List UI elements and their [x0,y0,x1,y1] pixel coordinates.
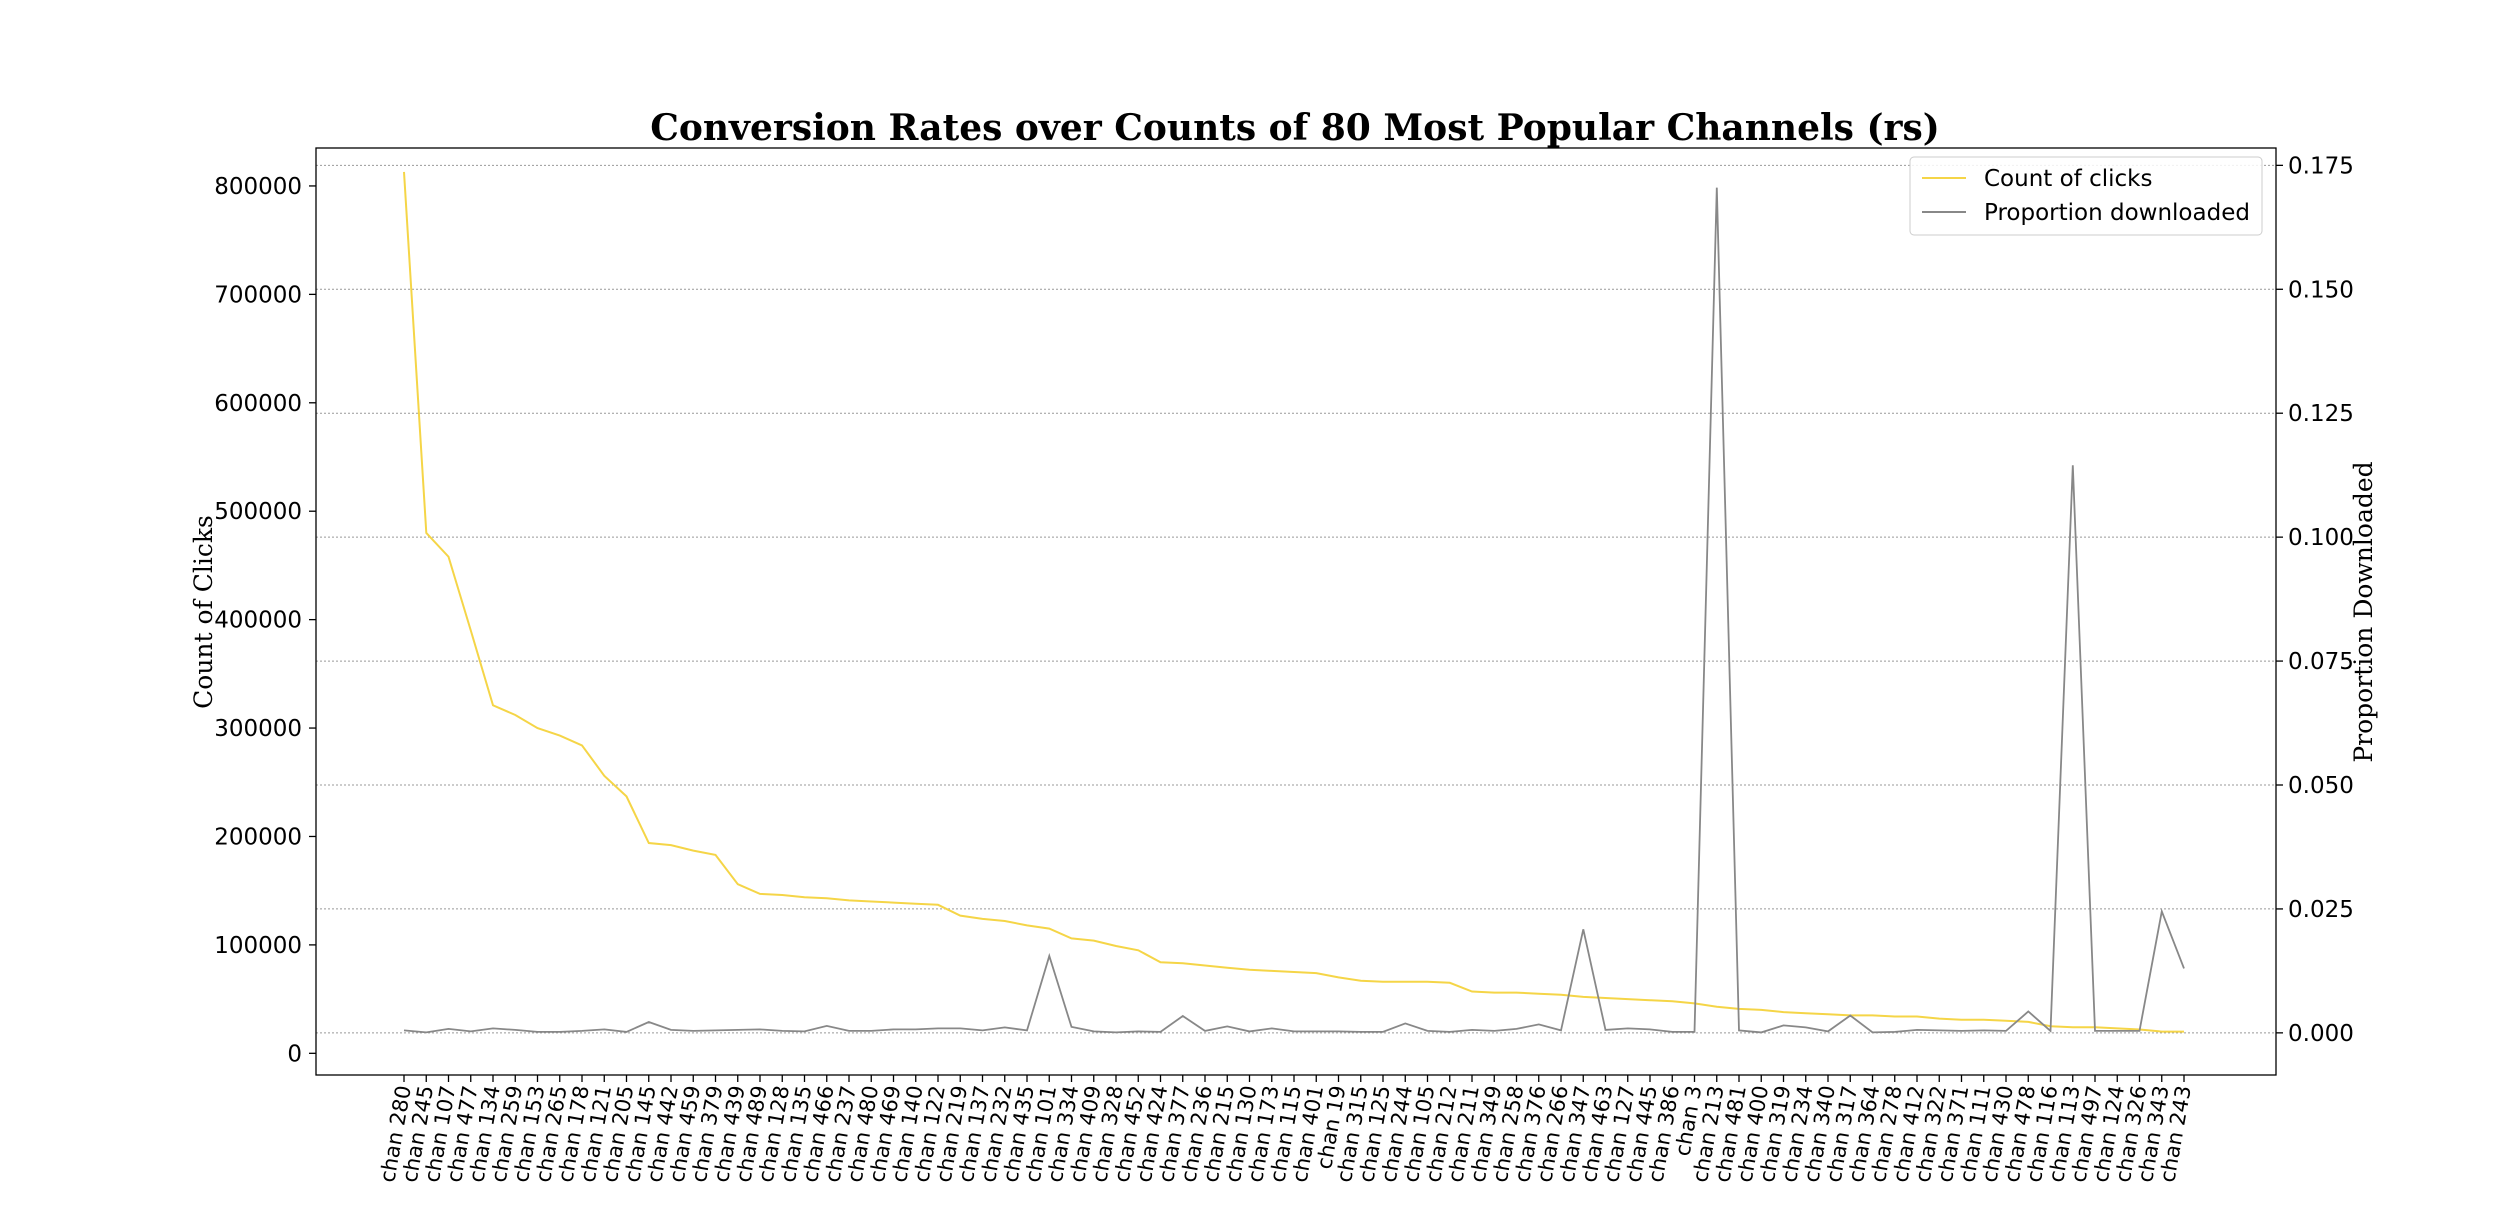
left-axis-ticks: 0 100000 200000 300000 400000 500000 600000 700… [214,174,316,1067]
y2-tick-label: 0.100 [2288,525,2354,551]
y-tick-label: 100000 [214,933,302,959]
plot-frame [315,147,2277,1076]
y2-tick-label: 0.175 [2288,153,2354,179]
y-tick-label: 500000 [214,499,302,525]
legend: Count of clicks Proportion downloaded [1909,156,2263,236]
y2-tick-label: 0.150 [2288,277,2354,303]
legend-label-proportion: Proportion downloaded [1984,200,2250,226]
y-axis-label: Count of Clicks [189,515,218,709]
y-tick-label: 600000 [214,391,302,417]
chart-title: Conversion Rates over Counts of 80 Most … [650,107,1940,149]
series-lines [403,171,2185,1034]
y2-tick-label: 0.025 [2288,897,2354,923]
gridlines [316,164,2276,1034]
y-tick-label: 400000 [214,608,302,634]
series-line-clicks [403,171,2184,1033]
y-tick-label: 0 [287,1041,302,1067]
right-axis-ticks: 0.000 0.025 0.050 0.075 0.100 0.125 0.150 0.175 [2276,153,2354,1047]
y2-tick-label: 0.000 [2288,1021,2354,1047]
y2-tick-label: 0.050 [2288,773,2354,799]
y-tick-label: 200000 [214,824,302,850]
y-tick-label: 800000 [214,174,302,200]
y2-axis-label: Proportion Downloaded [2349,461,2378,762]
y-tick-label: 700000 [214,282,302,308]
y2-tick-label: 0.125 [2288,401,2354,427]
legend-label-clicks: Count of clicks [1984,166,2152,192]
y2-tick-label: 0.075 [2288,649,2354,675]
legend-box [1909,156,2263,236]
y-tick-label: 300000 [214,716,302,742]
series-line-proportion [403,187,2185,1034]
